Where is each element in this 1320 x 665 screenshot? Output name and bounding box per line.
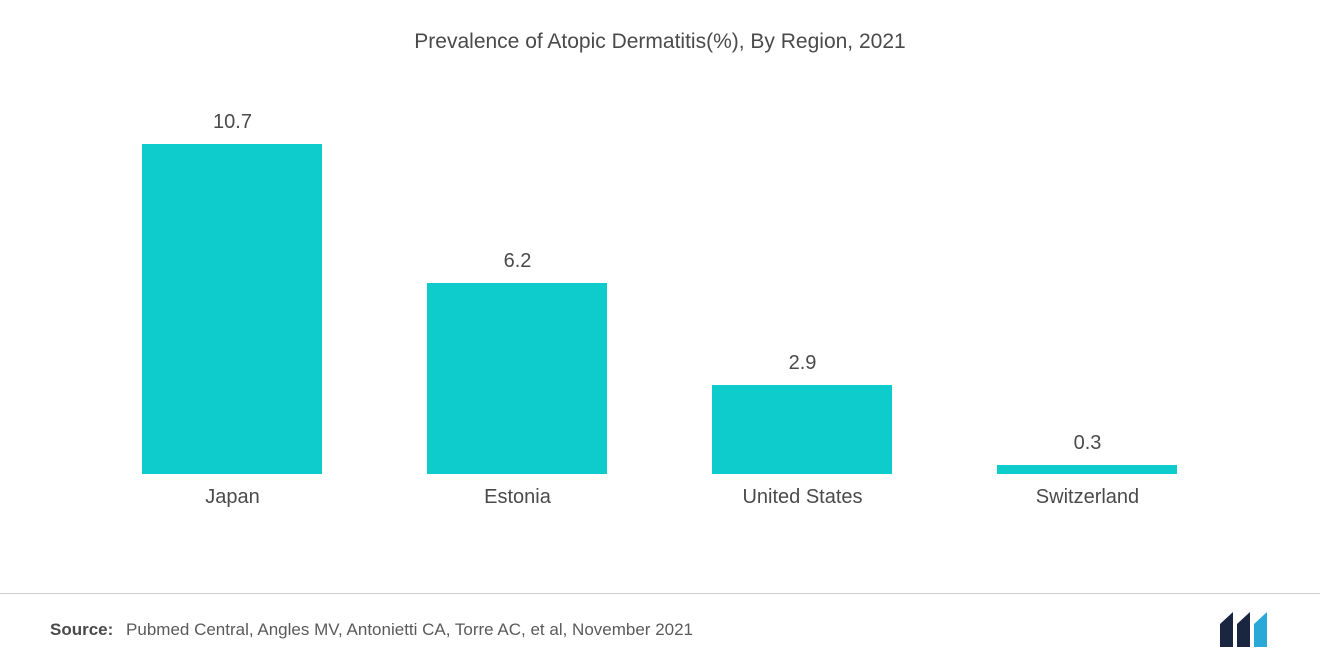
bar-label: Switzerland: [1036, 486, 1139, 509]
bar: [427, 283, 607, 474]
bar-column: 6.2 Estonia: [392, 250, 643, 509]
bar-label: Japan: [205, 486, 260, 509]
source-citation: Source: Pubmed Central, Angles MV, Anton…: [50, 620, 693, 640]
bar-value: 0.3: [1074, 432, 1102, 455]
chart-footer: Source: Pubmed Central, Angles MV, Anton…: [0, 593, 1320, 665]
chart-title: Prevalence of Atopic Dermatitis(%), By R…: [50, 30, 1270, 54]
source-body: Pubmed Central, Angles MV, Antonietti CA…: [126, 620, 693, 639]
bar-value: 6.2: [504, 250, 532, 273]
bar-column: 10.7 Japan: [107, 111, 358, 509]
bar: [712, 385, 892, 474]
bar: [997, 465, 1177, 474]
brand-logo-icon: [1220, 612, 1270, 647]
bar-column: 2.9 United States: [677, 352, 928, 509]
bars-area: 10.7 Japan 6.2 Estonia 2.9 United States…: [50, 149, 1270, 509]
bar-label: United States: [742, 486, 862, 509]
bar-value: 2.9: [789, 352, 817, 375]
chart-container: Prevalence of Atopic Dermatitis(%), By R…: [0, 0, 1320, 665]
bar-label: Estonia: [484, 486, 551, 509]
source-label: Source:: [50, 620, 113, 639]
bar-column: 0.3 Switzerland: [962, 432, 1213, 509]
bar: [142, 144, 322, 474]
bar-value: 10.7: [213, 111, 252, 134]
